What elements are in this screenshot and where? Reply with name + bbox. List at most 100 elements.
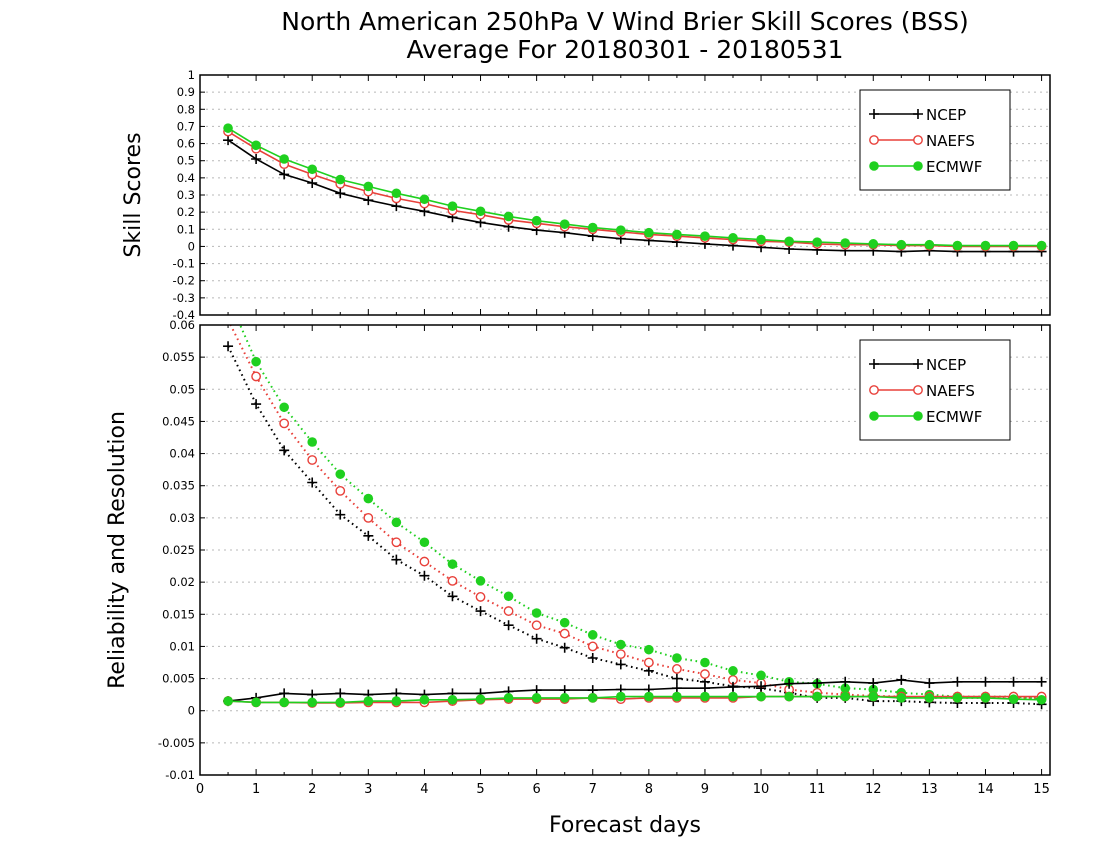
bottom-panel-series-ecmwf-resolution-point xyxy=(447,559,458,569)
bottom-panel-series-ecmwf-resolution-point xyxy=(756,670,766,681)
top-panel-series-ncep-point xyxy=(223,135,234,146)
bottom-panel-series-ncep-reliability-point xyxy=(728,681,739,692)
bottom-panel-series-naefs-resolution-point xyxy=(643,657,654,668)
bottom-panel-series-ecmwf-resolution-point xyxy=(307,437,318,447)
top-panel-series-ecmwf-point xyxy=(672,229,682,240)
x-tick-label: 15 xyxy=(1033,782,1050,797)
bottom-panel-series-ncep-resolution-point xyxy=(335,509,346,520)
chart-title-line2: Average For 20180301 - 20180531 xyxy=(406,35,843,64)
bottom-panel-series-ncep-reliability-point xyxy=(840,676,851,687)
bottom-panel: -0.01 -0.005 0 0.005 0.01 0.015 0.02 0.025 0.03 0… xyxy=(158,318,1051,797)
x-tick-label: 10 xyxy=(753,782,770,797)
top-panel-series-ecmwf-point xyxy=(896,239,907,250)
top-panel-series-ecmwf-point xyxy=(1008,240,1019,251)
chart-title-line1: North American 250hPa V Wind Brier Skill… xyxy=(281,7,968,36)
plot-area: -0.4 -0.3 -0.2 -0.1 0 0.1 0.2 0.3 0.4 0.5 0.6 0.7 0.… xyxy=(158,68,1051,797)
bottom-panel-series-ecmwf-resolution-point xyxy=(335,469,346,479)
top-panel-series-ecmwf-point xyxy=(728,233,738,243)
bottom-panel-series-ecmwf-reliability-point xyxy=(475,694,486,704)
bottom-panel-series-naefs-resolution-point xyxy=(307,455,318,465)
bottom-panel-series-ecmwf-reliability-point xyxy=(615,691,626,702)
bottom-panel-series-ecmwf-resolution-point xyxy=(391,517,402,528)
bottom-panel-series-ecmwf-resolution-point xyxy=(868,684,879,695)
top-panel-legend-label: NCEP xyxy=(926,106,966,124)
bottom-panel-series-ecmwf-resolution-point xyxy=(531,608,542,618)
bottom-panel-series-ecmwf-resolution-point xyxy=(475,576,486,586)
bottom-panel-legend-marker xyxy=(913,385,923,395)
bottom-panel-frame xyxy=(199,324,1051,776)
x-tick-label: 8 xyxy=(645,782,653,797)
top-panel-ytick-label: 0.5 xyxy=(177,154,195,168)
bottom-panel-series-naefs-resolution-point xyxy=(587,641,598,652)
top-panel-legend-marker xyxy=(869,161,879,171)
bottom-panel-ytick-label: 0.035 xyxy=(162,479,195,493)
top-panel-series-ecmwf-point xyxy=(812,237,822,247)
bottom-panel-series-ecmwf-reliability-point xyxy=(1036,694,1047,705)
x-tick-label: 1 xyxy=(252,782,260,797)
bottom-panel-series-ecmwf-reliability-point xyxy=(756,691,766,702)
bottom-panel-series-ecmwf-resolution-point xyxy=(728,666,738,676)
bottom-panel-series-ecmwf-reliability-point xyxy=(559,693,570,703)
x-tick-label: 2 xyxy=(308,782,316,797)
top-panel-ytick-label: -0.4 xyxy=(173,308,195,322)
bottom-panel-series-ecmwf-resolution-point xyxy=(559,617,570,628)
bottom-panel-series-ecmwf-resolution-point xyxy=(700,657,710,668)
bottom-panel-ytick-label: 0.02 xyxy=(169,575,195,589)
bottom-panel-series-ncep-reliability-point xyxy=(896,674,907,685)
bottom-panel-legend-marker xyxy=(913,411,923,421)
bottom-panel-legend-label: NCEP xyxy=(926,356,966,374)
x-tick-label: 4 xyxy=(420,782,428,797)
top-panel-series-ecmwf-point xyxy=(475,206,486,217)
bottom-panel-series-ncep-reliability-point xyxy=(952,676,963,687)
top-panel-series-ecmwf-point xyxy=(335,174,346,185)
bottom-panel-series-ecmwf-resolution-point xyxy=(587,630,598,640)
top-panel-series-ecmwf-point xyxy=(784,236,794,247)
x-tick-label: 0 xyxy=(196,782,204,797)
bottom-panel-ytick-label: 0.015 xyxy=(162,607,195,621)
bottom-panel-series-ncep-resolution-point xyxy=(559,642,570,653)
top-panel-ytick-label: 0.6 xyxy=(177,137,195,151)
top-panel-series-ecmwf-point xyxy=(279,154,289,164)
top-panel-series-ecmwf-point xyxy=(307,164,318,175)
bottom-panel-series-ecmwf-resolution-point xyxy=(279,402,289,413)
bottom-panel-series-naefs-resolution-point xyxy=(251,371,262,382)
bottom-panel-series-ecmwf-reliability-point xyxy=(503,693,514,703)
bottom-panel-legend-entry-ncep: NCEP xyxy=(869,356,966,374)
bottom-panel-series-ncep-resolution-point xyxy=(531,633,542,644)
bottom-panel-series-ncep-reliability-point xyxy=(924,678,935,689)
bottom-panel-series-ecmwf-reliability-point xyxy=(812,691,822,702)
bottom-panel-ytick-label: -0.01 xyxy=(165,768,195,782)
bottom-panel-series-naefs-resolution-point xyxy=(615,649,626,660)
bottom-panel-series-ecmwf-reliability-point xyxy=(980,693,991,703)
bottom-panel-legend-label: NAEFS xyxy=(926,382,975,400)
bottom-panel-legend-entry-ecmwf: ECMWF xyxy=(869,408,982,426)
top-panel-ytick-label: 0.3 xyxy=(177,188,195,202)
bottom-panel-series-ecmwf-reliability-point xyxy=(700,691,710,702)
top-panel-series-ecmwf-point xyxy=(924,239,935,250)
bottom-panel-series-ncep-resolution-point xyxy=(279,445,290,456)
x-tick-label: 9 xyxy=(701,782,709,797)
top-panel-frame xyxy=(199,74,1051,316)
bottom-panel-series-ncep-reliability-point xyxy=(868,678,879,689)
bottom-panel-legend-marker xyxy=(869,359,879,369)
top-panel-series-ecmwf-point xyxy=(363,181,374,192)
bottom-panel-series-naefs-resolution-point xyxy=(419,556,430,567)
bottom-panel-series-ncep-resolution-point xyxy=(419,570,430,581)
bottom-panel-series-ecmwf-reliability-point xyxy=(391,696,402,706)
top-panel-series-ecmwf-point xyxy=(587,222,598,233)
top-panel-ytick-label: -0.2 xyxy=(173,274,195,288)
bottom-panel-series-ecmwf-resolution-point xyxy=(840,683,851,694)
bottom-panel-series-ncep-reliability-point xyxy=(812,678,823,689)
top-panel-ytick-label: 0.4 xyxy=(177,171,195,185)
bottom-panel-ytick-label: 0.03 xyxy=(169,511,195,525)
bottom-panel-legend-marker xyxy=(913,359,923,369)
bottom-panel-ytick-label: 0.045 xyxy=(162,414,195,428)
bottom-panel-series-ecmwf-resolution-point xyxy=(419,537,430,548)
bottom-panel-series-ecmwf-resolution-point xyxy=(503,591,514,602)
top-panel-ytick-label: 0.8 xyxy=(177,102,195,116)
bottom-panel-series-ncep-resolution-point xyxy=(447,591,458,602)
bottom-panel-legend-entry-naefs: NAEFS xyxy=(869,382,975,400)
bottom-panel-series-ecmwf-reliability-point xyxy=(784,691,794,702)
bottom-panel-series-ecmwf-reliability-point xyxy=(307,697,318,708)
top-panel-series-ecmwf xyxy=(223,123,1047,251)
